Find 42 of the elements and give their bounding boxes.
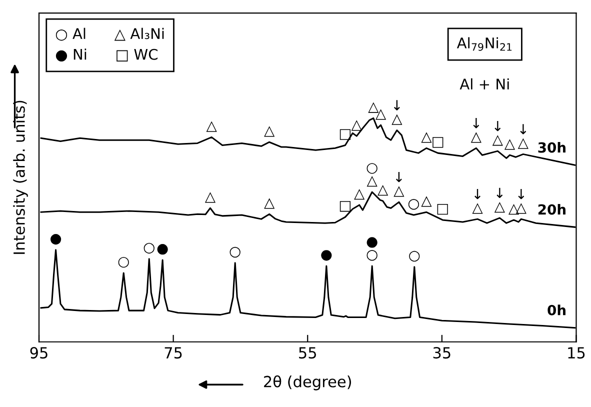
- annotation: ↓ △: [494, 188, 505, 213]
- annotation: □: [437, 204, 448, 215]
- annotation: ○: [408, 199, 420, 210]
- text: Al + Ni: [460, 78, 509, 90]
- x-tick-label: 95: [30, 347, 48, 359]
- annotation: △: [354, 188, 365, 200]
- annotation: ↓ △: [518, 124, 528, 149]
- y-axis-title: Intensity (arb. units): [13, 100, 28, 254]
- annotation: ○: [230, 246, 240, 258]
- x-tick-label: 55: [299, 347, 316, 359]
- annotation: △: [264, 126, 275, 137]
- annotation: △: [421, 196, 432, 207]
- annotation: ○: [409, 250, 420, 262]
- x-tick-label: 75: [164, 347, 182, 359]
- text: ○ Al △ Al₃Ni ● Ni □ WC: [56, 28, 164, 62]
- x-tick-label: 15: [568, 347, 585, 359]
- annotation: △: [504, 139, 516, 150]
- x-axis-title: 2θ (degree): [264, 375, 351, 390]
- annotation: ●: [321, 250, 332, 261]
- text: Al$_{79}$Ni$_{21}$: [456, 37, 512, 51]
- annotation: ↓ △: [492, 120, 503, 146]
- annotation: ○: [118, 256, 129, 268]
- series-label: 0h: [548, 304, 566, 316]
- annotation: △: [378, 184, 388, 196]
- annotation: △: [206, 121, 217, 132]
- annotation: □: [432, 137, 444, 148]
- x-tick-label: 35: [433, 347, 450, 359]
- annotation: ↓ △: [394, 172, 404, 197]
- annotation: △: [264, 198, 275, 209]
- annotation: ↓ △: [392, 100, 402, 125]
- annotation: △: [204, 192, 216, 203]
- annotation: □: [340, 201, 351, 212]
- series-label: 30h: [538, 142, 566, 153]
- annotation: △: [421, 132, 432, 143]
- annotation: ●: [50, 234, 62, 245]
- annotation: ↓ △: [470, 118, 482, 143]
- annotation: ●: [157, 244, 168, 255]
- series-label: 20h: [538, 204, 566, 215]
- annotation: ● ○: [366, 237, 378, 261]
- annotation: ○ △: [366, 163, 378, 187]
- annotation: ↓ △: [472, 188, 483, 214]
- annotation: ○: [144, 242, 154, 254]
